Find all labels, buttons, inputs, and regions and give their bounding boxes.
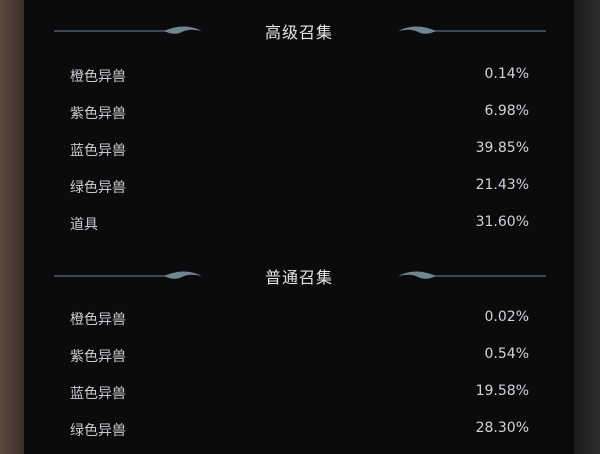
rate-label: 道具: [70, 217, 98, 233]
section-header-advanced: 高级召集: [24, 14, 574, 44]
rate-row: 绿色异兽 28.30%: [24, 418, 574, 442]
rate-label: 蓝色异兽: [70, 386, 126, 402]
rate-label: 绿色异兽: [70, 180, 126, 196]
summon-rates-panel: 高级召集 橙色异兽 0.14% 紫色异兽 6.98% 蓝色异兽 39.85% 绿色异兽…: [24, 0, 574, 454]
rate-label: 蓝色异兽: [70, 143, 126, 159]
rate-value: 0.14%: [484, 66, 529, 82]
rate-label: 紫色异兽: [70, 349, 126, 365]
rate-value: 19.58%: [475, 383, 529, 399]
rate-label: 紫色异兽: [70, 106, 126, 122]
rate-row: 紫色异兽 6.98%: [24, 101, 574, 125]
rate-row: 橙色异兽 0.02%: [24, 307, 574, 331]
rate-label: 橙色异兽: [70, 69, 126, 85]
rate-value: 0.02%: [484, 309, 529, 325]
section-header-normal: 普通召集: [24, 259, 574, 289]
rate-row: 蓝色异兽 39.85%: [24, 138, 574, 162]
rate-label: 绿色异兽: [70, 423, 126, 439]
feather-ornament-left-icon: [54, 26, 202, 34]
feather-ornament-right-icon: [398, 26, 546, 34]
section-title: 高级召集: [264, 23, 333, 42]
rate-value: 28.30%: [475, 420, 529, 436]
feather-ornament-right-icon: [398, 271, 546, 279]
rate-value: 6.98%: [484, 103, 529, 119]
rate-value: 21.43%: [475, 177, 529, 193]
background-left: [0, 0, 24, 454]
rate-value: 39.85%: [475, 140, 529, 156]
background-right: [574, 0, 600, 454]
rate-row: 蓝色异兽 19.58%: [24, 381, 574, 405]
rate-row: 绿色异兽 21.43%: [24, 175, 574, 199]
rate-row: 橙色异兽 0.14%: [24, 64, 574, 88]
rate-value: 0.54%: [484, 346, 529, 362]
feather-ornament-left-icon: [54, 271, 202, 279]
section-title: 普通召集: [264, 268, 333, 287]
rate-value: 31.60%: [475, 214, 529, 230]
rate-row: 紫色异兽 0.54%: [24, 344, 574, 368]
rate-row: 道具 31.60%: [24, 212, 574, 236]
rate-label: 橙色异兽: [70, 312, 126, 328]
